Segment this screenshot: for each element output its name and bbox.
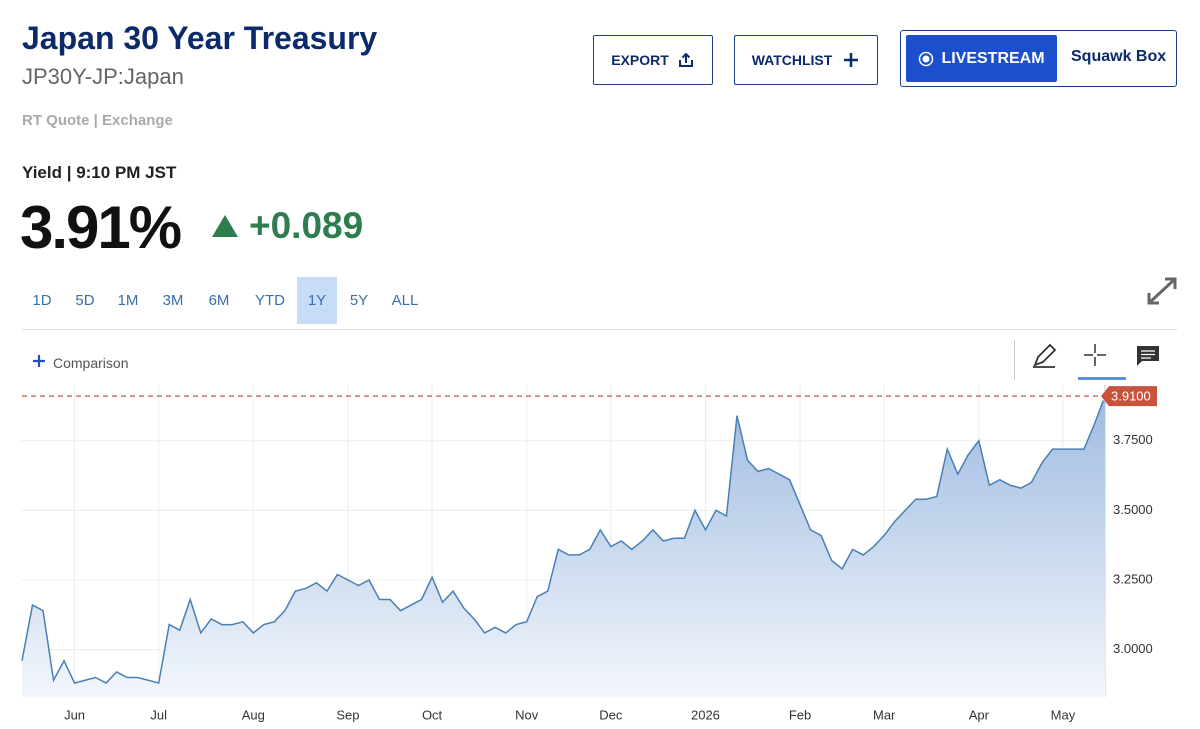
crosshair-icon[interactable] xyxy=(1083,343,1107,367)
up-arrow xyxy=(212,215,238,237)
x-tick-label: Aug xyxy=(242,707,265,722)
x-tick-label: Jul xyxy=(150,707,167,722)
x-tick-label: 2026 xyxy=(691,707,720,722)
x-tick-label: Jun xyxy=(64,707,85,722)
toolbar-divider xyxy=(1014,340,1015,380)
x-tick-label: May xyxy=(1051,707,1076,722)
x-tick-label: Nov xyxy=(515,707,539,722)
comment-icon[interactable] xyxy=(1136,345,1160,367)
range-tab[interactable]: 5Y xyxy=(349,292,369,309)
livestream-box xyxy=(900,30,1177,87)
range-tab[interactable]: 1Y xyxy=(297,277,337,324)
range-tab[interactable]: 5D xyxy=(75,292,95,309)
range-tab[interactable]: 1M xyxy=(117,292,139,309)
range-tab[interactable]: YTD xyxy=(255,292,285,309)
expand-icon[interactable] xyxy=(1146,276,1178,306)
yield-label: Yield | 9:10 PM JST xyxy=(22,163,177,182)
quote-source: RT Quote | Exchange xyxy=(22,112,173,129)
watchlist-button[interactable]: WATCHLIST xyxy=(734,35,878,85)
x-tick-label: Feb xyxy=(789,707,811,722)
export-button[interactable]: EXPORT xyxy=(593,35,713,85)
comparison-link[interactable]: Comparison xyxy=(53,355,129,371)
livestream-label: LIVESTREAM xyxy=(941,49,1045,67)
live-icon xyxy=(919,51,934,66)
y-tick-label: 3.7500 xyxy=(1113,432,1153,447)
x-tick-label: Sep xyxy=(336,707,359,722)
y-tick-label: 3.2500 xyxy=(1113,571,1153,586)
separator xyxy=(22,329,1177,330)
reference-label: 3.9100 xyxy=(1111,389,1151,404)
range-tab[interactable]: ALL xyxy=(391,292,419,309)
x-tick-label: Oct xyxy=(422,707,443,722)
x-tick-label: Dec xyxy=(599,707,623,722)
draw-icon[interactable] xyxy=(1031,343,1057,369)
last-price: 3.91% xyxy=(20,194,182,261)
active-tool-underline xyxy=(1078,377,1126,380)
export-icon xyxy=(678,52,693,67)
squawk-link[interactable]: Squawk Box xyxy=(1071,48,1167,65)
watchlist-label: WATCHLIST xyxy=(751,52,833,68)
reference-tag xyxy=(1101,386,1157,407)
range-tab[interactable]: 3M xyxy=(162,292,184,309)
range-tab[interactable]: 1D xyxy=(32,292,52,309)
livestream-button[interactable]: LIVESTREAM xyxy=(906,35,1057,82)
line xyxy=(21,395,1106,685)
plus-icon xyxy=(844,53,859,67)
symbol: JP30Y-JP:Japan xyxy=(22,64,184,89)
x-tick-label: Apr xyxy=(969,707,990,722)
y-tick-label: 3.0000 xyxy=(1113,641,1153,656)
range-tab[interactable]: 6M xyxy=(208,292,230,309)
area xyxy=(22,396,1105,697)
plus-icon[interactable] xyxy=(32,354,46,368)
export-label: EXPORT xyxy=(611,52,669,68)
price-change: +0.089 xyxy=(249,205,364,246)
x-tick-label: Mar xyxy=(873,707,896,722)
title: Japan 30 Year Treasury xyxy=(22,20,378,56)
y-tick-label: 3.5000 xyxy=(1113,502,1153,517)
